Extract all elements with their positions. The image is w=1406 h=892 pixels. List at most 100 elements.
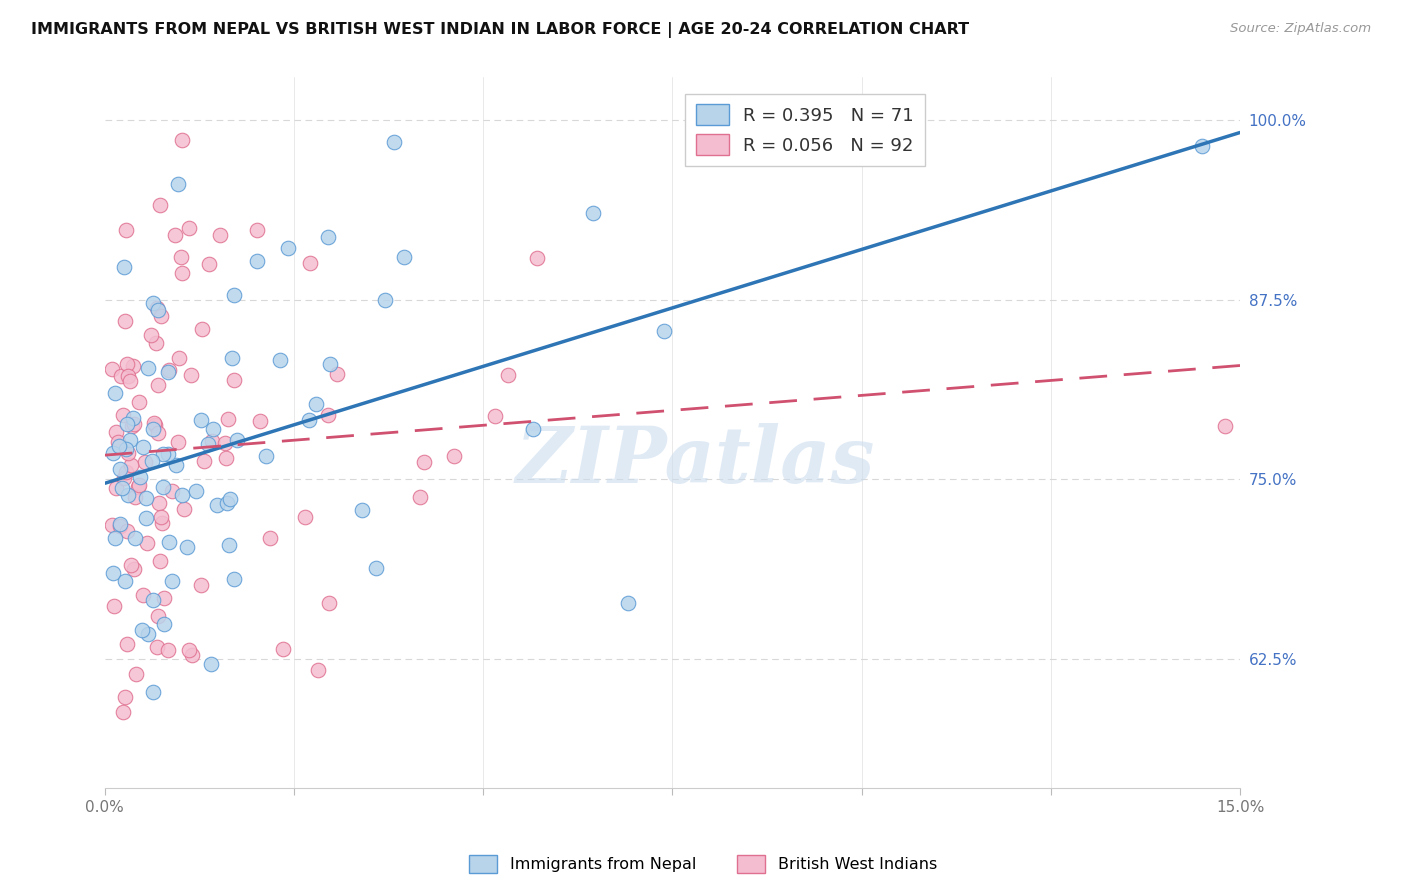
- Point: [193, 454, 215, 468]
- Point: [112, 705, 135, 719]
- Point: [167, 435, 190, 450]
- Point: [526, 251, 548, 265]
- Point: [108, 462, 131, 476]
- Point: [413, 455, 436, 469]
- Point: [101, 446, 124, 460]
- Point: [319, 357, 342, 371]
- Point: [173, 502, 195, 516]
- Point: [146, 301, 169, 315]
- Point: [254, 449, 277, 463]
- Point: [148, 378, 170, 392]
- Point: [121, 419, 143, 434]
- Point: [149, 309, 172, 323]
- Point: [191, 322, 214, 336]
- Point: [177, 643, 200, 657]
- Point: [103, 599, 125, 613]
- Point: [148, 609, 170, 624]
- Point: [118, 374, 141, 388]
- Point: [115, 465, 138, 479]
- Point: [107, 435, 129, 450]
- Point: [201, 434, 224, 449]
- Point: [205, 499, 228, 513]
- Point: [114, 442, 136, 456]
- Point: [108, 439, 131, 453]
- Point: [146, 640, 169, 654]
- Point: [135, 491, 157, 505]
- Point: [117, 357, 139, 371]
- Point: [138, 627, 160, 641]
- Point: [104, 386, 127, 401]
- Point: [127, 480, 149, 494]
- Point: [259, 531, 281, 545]
- Point: [157, 447, 180, 461]
- Point: [108, 518, 131, 533]
- Point: [249, 414, 271, 428]
- Point: [218, 492, 240, 507]
- Point: [124, 666, 146, 681]
- Point: [177, 221, 200, 235]
- Point: [136, 361, 159, 376]
- Point: [142, 296, 165, 310]
- Point: [131, 623, 153, 637]
- Point: [305, 397, 328, 411]
- Point: [153, 591, 176, 605]
- Point: [114, 690, 136, 705]
- Point: [190, 577, 212, 591]
- Point: [484, 409, 506, 423]
- Point: [104, 531, 127, 545]
- Point: [142, 592, 165, 607]
- Point: [112, 470, 135, 484]
- Point: [114, 574, 136, 589]
- Point: [114, 223, 136, 237]
- Point: [443, 449, 465, 463]
- Point: [522, 422, 544, 436]
- Point: [134, 455, 156, 469]
- Point: [184, 484, 207, 499]
- Point: [316, 409, 339, 423]
- Point: [269, 353, 291, 368]
- Point: [128, 394, 150, 409]
- Point: [149, 197, 172, 211]
- Point: [582, 206, 605, 220]
- Point: [143, 418, 166, 433]
- Point: [117, 488, 139, 502]
- Point: [104, 482, 127, 496]
- Point: [215, 450, 238, 465]
- Point: [1213, 418, 1236, 433]
- Point: [180, 648, 202, 662]
- Point: [157, 642, 180, 657]
- Point: [170, 250, 193, 264]
- Point: [101, 362, 124, 376]
- Text: ZIPatlas: ZIPatlas: [516, 423, 875, 500]
- Point: [224, 288, 246, 302]
- Point: [132, 440, 155, 454]
- Point: [115, 637, 138, 651]
- Point: [115, 417, 138, 432]
- Point: [148, 496, 170, 510]
- Point: [1191, 139, 1213, 153]
- Point: [197, 257, 219, 271]
- Point: [160, 574, 183, 589]
- Point: [298, 412, 321, 426]
- Point: [152, 480, 174, 494]
- Point: [117, 368, 139, 383]
- Point: [384, 136, 406, 150]
- Point: [120, 558, 142, 572]
- Point: [160, 484, 183, 499]
- Point: [201, 422, 224, 436]
- Point: [152, 447, 174, 461]
- Point: [142, 422, 165, 436]
- Point: [246, 223, 269, 237]
- Point: [364, 561, 387, 575]
- Point: [169, 351, 191, 366]
- Point: [271, 642, 294, 657]
- Point: [150, 516, 173, 531]
- Point: [121, 359, 143, 374]
- Point: [115, 524, 138, 538]
- Point: [197, 436, 219, 450]
- Point: [104, 425, 127, 440]
- Point: [118, 433, 141, 447]
- Point: [200, 657, 222, 672]
- Point: [180, 368, 202, 382]
- Point: [132, 588, 155, 602]
